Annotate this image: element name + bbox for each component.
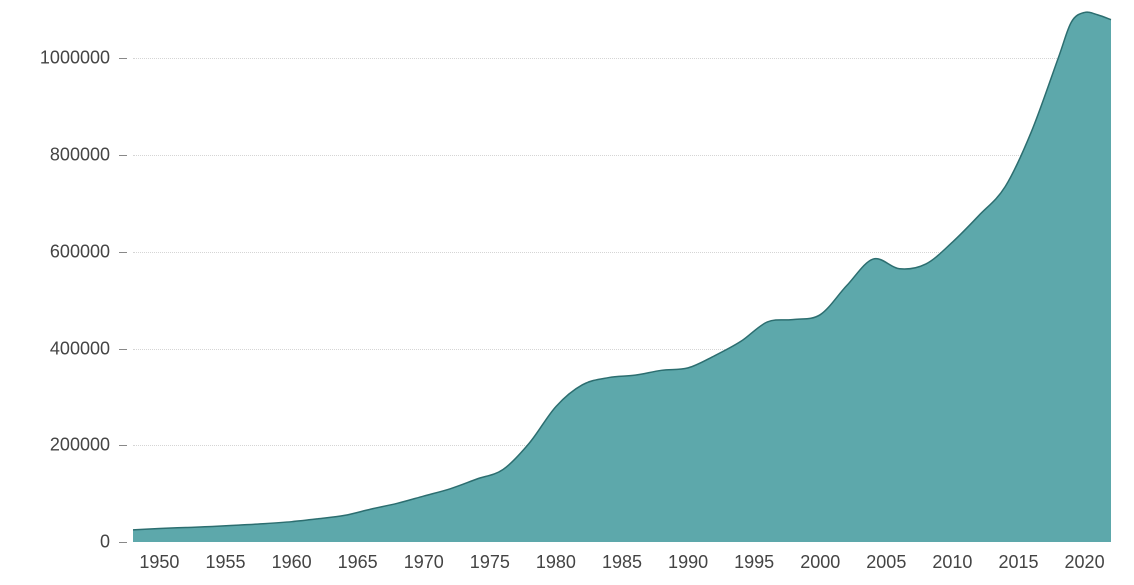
y-axis-label: 1000000 (40, 48, 110, 69)
x-axis-label: 1985 (602, 552, 642, 573)
area-chart: 0 200000 400000 600000 800000 1000000 1950 1955… (0, 0, 1134, 585)
x-axis-label: 2015 (998, 552, 1038, 573)
x-axis-label: 1960 (272, 552, 312, 573)
x-axis-label: 1950 (139, 552, 179, 573)
x-axis-label: 1975 (470, 552, 510, 573)
area-series (133, 10, 1111, 542)
y-axis-label: 200000 (50, 435, 110, 456)
y-tick-mark (119, 445, 127, 446)
y-tick-mark (119, 349, 127, 350)
y-tick-mark (119, 252, 127, 253)
x-axis-label: 2005 (866, 552, 906, 573)
y-tick-mark (119, 58, 127, 59)
x-axis-label: 2000 (800, 552, 840, 573)
x-axis-label: 1980 (536, 552, 576, 573)
y-axis-label: 600000 (50, 241, 110, 262)
x-axis-label: 1955 (205, 552, 245, 573)
plot-area (133, 10, 1111, 542)
x-axis-label: 2020 (1065, 552, 1105, 573)
x-axis-label: 1970 (404, 552, 444, 573)
x-axis-label: 1990 (668, 552, 708, 573)
y-axis-label: 0 (100, 532, 110, 553)
y-axis-label: 800000 (50, 145, 110, 166)
area-fill (133, 12, 1111, 542)
x-axis-label: 1995 (734, 552, 774, 573)
x-axis-label: 2010 (932, 552, 972, 573)
y-tick-mark (119, 542, 127, 543)
y-axis-label: 400000 (50, 338, 110, 359)
x-axis-label: 1965 (338, 552, 378, 573)
y-tick-mark (119, 155, 127, 156)
